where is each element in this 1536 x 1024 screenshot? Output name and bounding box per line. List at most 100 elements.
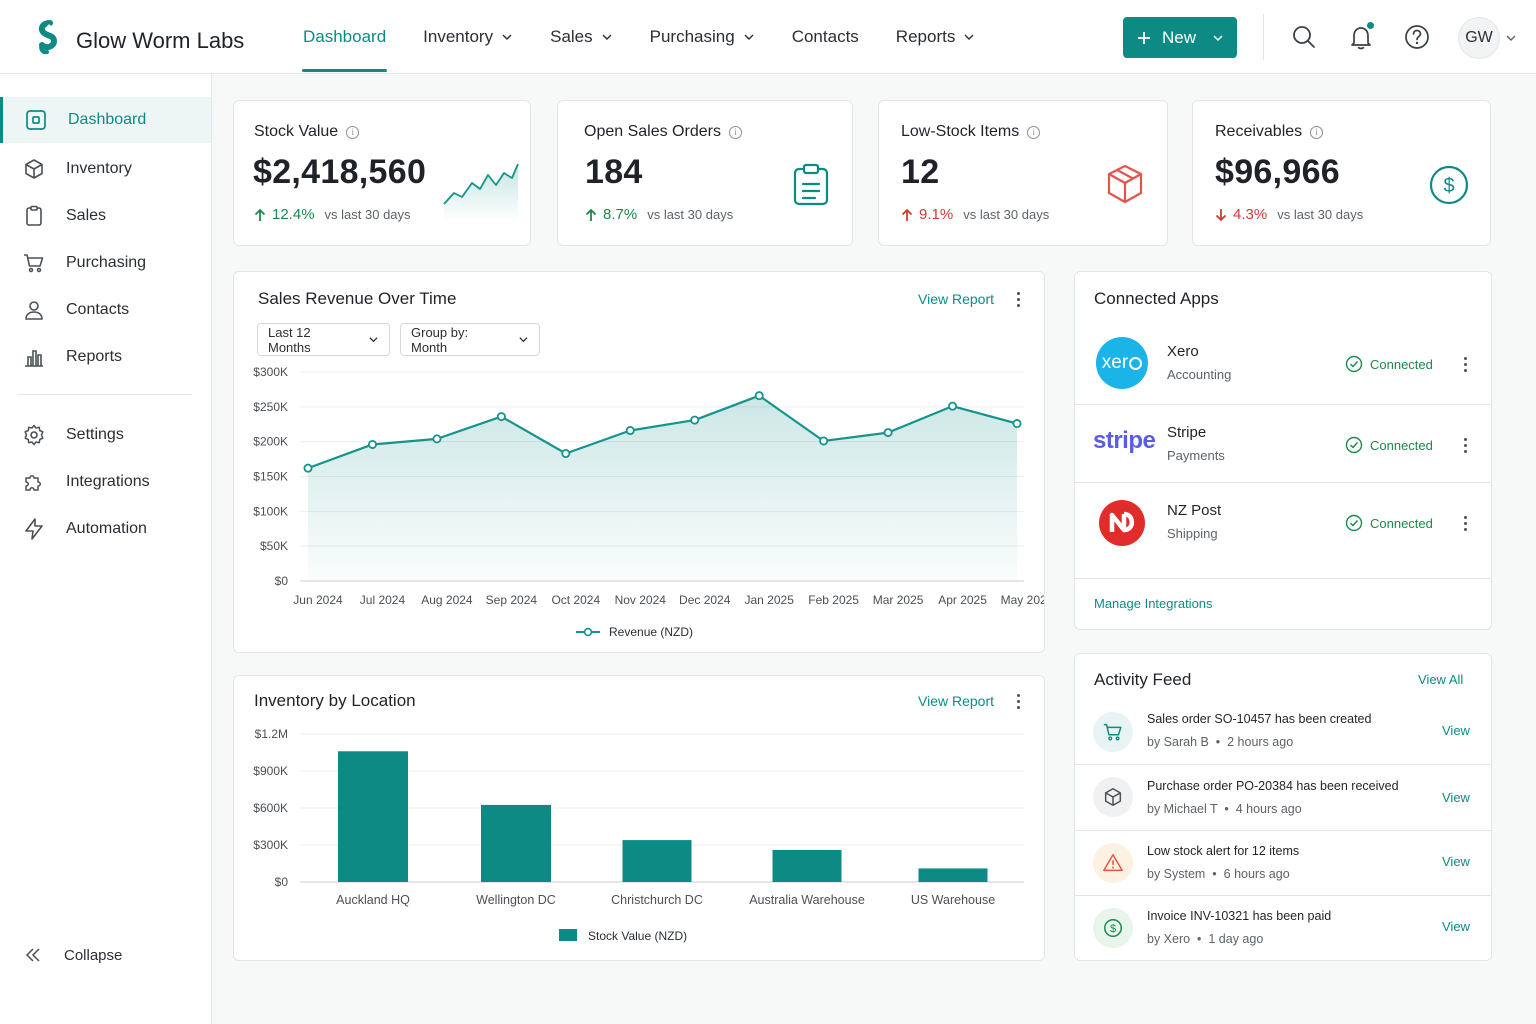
info-icon[interactable]: i [1027,125,1041,139]
more-options-icon[interactable] [1458,513,1472,533]
y-tick-label: $150K [253,470,288,484]
sidebar-item-purchasing[interactable]: Purchasing [0,240,211,286]
y-tick-label: $900K [253,764,288,778]
group-by-select[interactable]: Group by: Month [400,323,540,356]
clipboard-icon [26,205,42,226]
nav-purchasing[interactable]: Purchasing [637,0,768,74]
sidebar-item-sales[interactable]: Sales [0,193,211,239]
data-point [1012,419,1022,429]
more-options-icon[interactable] [1458,435,1472,455]
sidebar-item-integrations[interactable]: Integrations [0,459,211,505]
kpi-value: 12 [901,153,940,191]
avatar[interactable]: GW [1458,17,1500,59]
sidebar-item-dashboard[interactable]: Dashboard [0,97,211,143]
sidebar-item-label: Settings [66,426,124,443]
activity-title: Sales order SO-10457 has been created [1147,712,1371,726]
sparkline-icon [443,163,519,221]
select-value: Group by: Month [411,324,469,355]
x-tick-label: Christchurch DC [611,893,703,907]
data-point [561,449,571,459]
nav-label: Reports [895,27,956,46]
view-link[interactable]: View [1442,723,1470,738]
collapse-button[interactable]: Collapse [22,944,122,966]
activity-author: by System [1147,867,1206,881]
view-link[interactable]: View [1442,790,1470,805]
more-options-icon[interactable] [1011,691,1025,711]
data-point [690,415,700,425]
sidebar-item-reports[interactable]: Reports [0,334,211,380]
activity-text: Sales order [1147,712,1215,726]
connected-apps-panel: Connected Apps xer Xero Accounting Conne… [1074,271,1492,630]
info-icon[interactable]: i [728,125,742,139]
sidebar-item-label: Contacts [66,301,130,318]
sidebar-item-label: Sales [66,207,107,224]
inventory-location-chart: $0 $300K $600K $900K $1.2M Auckland HQ Welling… [253,727,1024,943]
kpi-delta: 9.1% vs last 30 days [901,206,1049,223]
sidebar-item-label: Purchasing [66,254,147,271]
info-icon[interactable]: i [1310,125,1324,139]
nav-label: Dashboard [303,27,387,46]
view-report-link[interactable]: View Report [918,693,995,709]
kpi-title: Stock Value i [254,123,360,141]
y-tick-label: $200K [253,435,288,449]
view-link[interactable]: View [1442,854,1470,869]
view-all-link[interactable]: View All [1418,672,1464,687]
date-range-select[interactable]: Last 12 Months [257,323,390,356]
chevron-down-icon [964,34,974,40]
nav-sales[interactable]: Sales [537,0,626,74]
x-tick-label: Wellington DC [476,893,556,907]
x-tick-label: Sep 2024 [486,593,538,607]
sidebar-item-inventory[interactable]: Inventory [0,146,211,192]
revenue-line [307,394,1018,470]
warning-icon [1093,843,1133,883]
sidebar-item-settings[interactable]: Settings [0,412,211,458]
bell-icon[interactable] [1347,23,1375,51]
nav-contacts[interactable]: Contacts [779,0,872,74]
view-report-link[interactable]: View Report [918,291,995,307]
kpi-comparison: vs last 30 days [324,207,411,222]
data-point [432,434,442,444]
nav-dashboard[interactable]: Dashboard [290,0,399,74]
sidebar-item-automation[interactable]: Automation [0,506,211,552]
sidebar-item-contacts[interactable]: Contacts [0,287,211,333]
y-tick-label: $600K [253,801,288,815]
nav-label: Contacts [791,27,859,46]
brand-name: Glow Worm Labs [76,27,245,53]
activity-text: Purchase order [1147,779,1236,793]
sidebar-item-label: Dashboard [68,111,147,128]
search-icon[interactable] [1290,23,1318,51]
activity-title: Purchase order PO-20384 has been receive… [1147,779,1399,793]
activity-author: by Xero [1147,932,1191,946]
chevron-down-icon[interactable] [1505,32,1517,44]
activity-meta: by Michael T • 4 hours ago [1147,802,1302,816]
manage-integrations-link[interactable]: Manage Integrations [1094,596,1213,611]
dashboard-icon [26,110,46,130]
glow-worm-logo-icon [34,20,62,61]
info-icon[interactable]: i [346,125,360,139]
collapse-label: Collapse [64,946,123,964]
view-link[interactable]: View [1442,919,1470,934]
user-icon [25,301,43,320]
activity-item: Sales order SO-10457 has been created by… [1075,698,1491,765]
more-options-icon[interactable] [1458,354,1472,374]
x-tick-label: Jul 2024 [360,593,406,607]
arrow-up-icon [254,208,266,221]
box-icon [1107,164,1143,204]
brand[interactable]: Glow Worm Labs [34,20,244,61]
new-button[interactable]: New [1123,17,1237,58]
nav-inventory[interactable]: Inventory [410,0,526,74]
x-tick-label: Dec 2024 [679,593,731,607]
x-tick-label: Mar 2025 [873,593,924,607]
activity-item: Purchase order PO-20384 has been receive… [1075,765,1491,831]
nav-reports[interactable]: Reports [883,0,989,74]
clipboard-icon [793,163,829,206]
help-icon[interactable] [1403,23,1431,51]
sidebar-item-label: Automation [66,520,147,537]
kpi-delta: 12.4% vs last 30 days [254,206,411,223]
svg-text:$: $ [1443,175,1454,197]
more-options-icon[interactable] [1011,289,1025,309]
activity-item: Low stock alert for 12 items by System •… [1075,831,1491,896]
connection-status: Connected [1345,436,1433,454]
inventory-location-panel: Inventory by Location View Report $0 $300… [233,675,1045,961]
activity-ref: SO-10457 [1214,712,1272,726]
